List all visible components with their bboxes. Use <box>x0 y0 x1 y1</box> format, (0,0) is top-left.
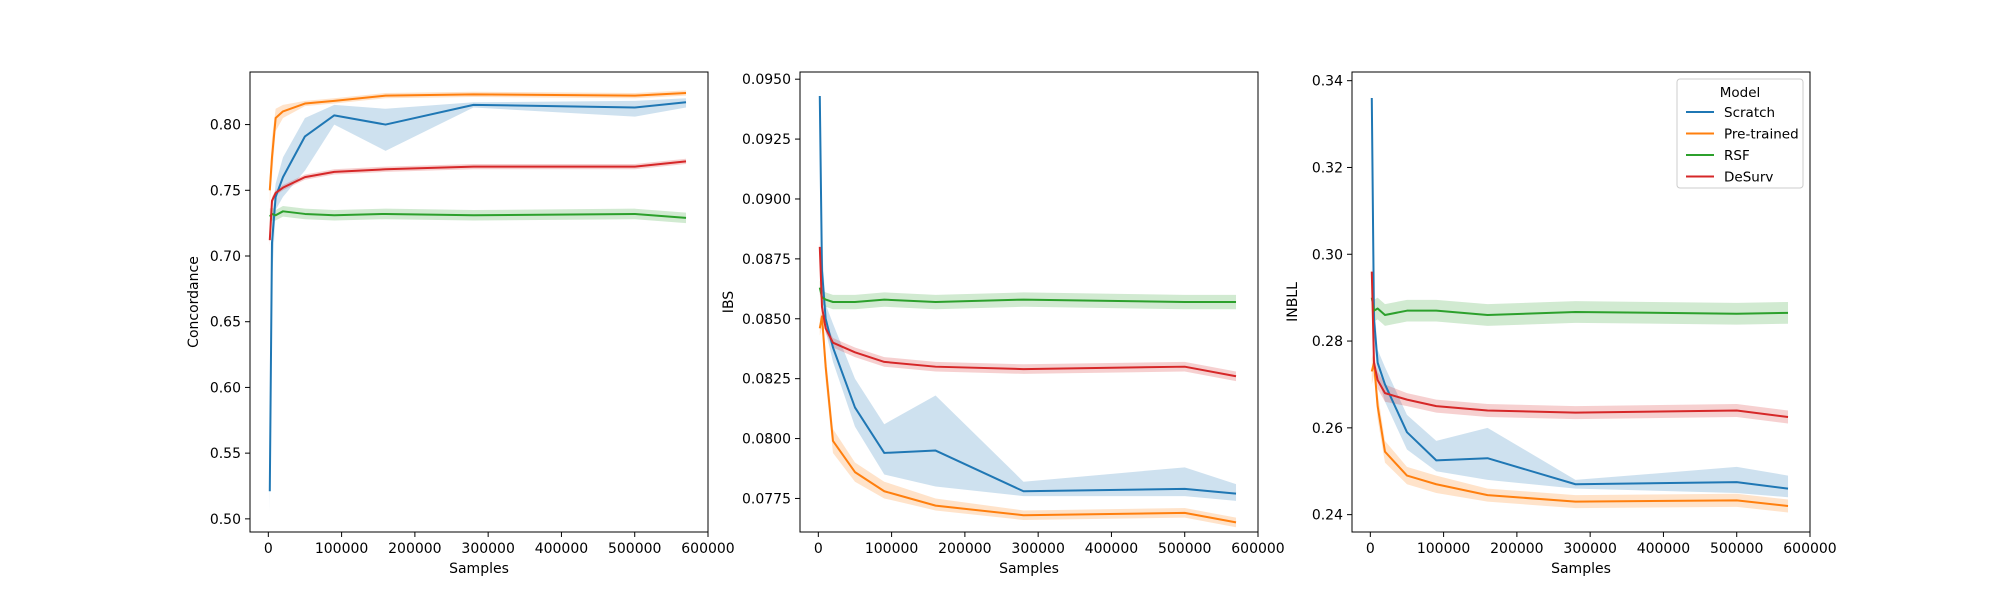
x-tick-label: 500000 <box>1710 541 1763 557</box>
x-tick-label: 400000 <box>1637 541 1690 557</box>
y-tick-label: 0.26 <box>1312 421 1343 437</box>
y-tick-label: 0.34 <box>1312 74 1343 90</box>
y-axis-title: Concordance <box>186 256 202 348</box>
y-tick-label: 0.60 <box>210 380 241 396</box>
band-desurv <box>819 239 1237 382</box>
x-tick-label: 100000 <box>315 541 368 557</box>
legend: Model Scratch Pre-trained RSF DeSurv <box>1676 78 1804 189</box>
y-tick-label: 0.0800 <box>742 432 791 448</box>
line-pre-trained <box>818 315 1237 524</box>
y-axis-title: INBLL <box>1285 282 1301 322</box>
x-tick-label: 500000 <box>1158 541 1211 557</box>
x-tick-label: 0 <box>814 541 823 557</box>
line-rsf <box>1370 297 1789 317</box>
x-tick-label: 300000 <box>461 541 514 557</box>
x-tick-label: 200000 <box>938 541 991 557</box>
axes-frame <box>1351 71 1811 533</box>
x-axis-title: Samples <box>999 561 1059 577</box>
y-tick-label: 0.0900 <box>742 192 791 208</box>
line-scratch <box>818 95 1237 495</box>
x-axis-title: Samples <box>449 561 509 577</box>
x-tick-label: 200000 <box>388 541 441 557</box>
y-tick-label: 0.0775 <box>742 491 791 507</box>
line-desurv <box>268 160 687 241</box>
y-tick-label: 0.30 <box>1312 247 1343 263</box>
y-tick-label: 0.0950 <box>742 72 791 88</box>
x-axis-title: Samples <box>1551 561 1611 577</box>
y-tick-label: 0.0925 <box>742 132 791 148</box>
y-tick-label: 0.0850 <box>742 312 791 328</box>
y-tick-label: 0.65 <box>210 315 241 331</box>
x-tick-label: 500000 <box>608 541 661 557</box>
x-tick-label: 600000 <box>1783 541 1836 557</box>
legend-title: Model <box>1720 85 1761 101</box>
axes-frame <box>249 71 709 533</box>
legend-label-rsf: RSF <box>1724 148 1750 164</box>
x-tick-label: 600000 <box>1231 541 1284 557</box>
y-tick-label: 0.24 <box>1312 508 1343 524</box>
y-tick-label: 0.28 <box>1312 334 1343 350</box>
legend-box <box>1676 78 1804 189</box>
legend-label-desurv: DeSurv <box>1724 170 1773 186</box>
x-tick-label: 300000 <box>1563 541 1616 557</box>
band-desurv <box>269 158 687 246</box>
y-tick-label: 0.75 <box>210 183 241 199</box>
ibs-panel: 0 100000 200000 300000 400000 500000 600000 0.0… <box>721 71 1285 577</box>
band-rsf <box>1371 284 1789 326</box>
band-pre-trained <box>269 90 687 204</box>
band-pre-trained <box>1371 349 1789 513</box>
band-scratch <box>269 98 687 513</box>
legend-label-pre-trained: Pre-trained <box>1724 127 1799 143</box>
line-desurv <box>818 246 1237 378</box>
line-desurv <box>1370 271 1789 418</box>
x-tick-label: 600000 <box>681 541 734 557</box>
line-rsf <box>269 210 687 219</box>
line-pre-trained <box>1370 361 1789 507</box>
line-rsf <box>818 287 1237 303</box>
axes-frame <box>799 71 1259 533</box>
x-tick-label: 400000 <box>535 541 588 557</box>
y-axis-title: IBS <box>721 291 737 313</box>
y-tick-label: 0.80 <box>210 118 241 134</box>
x-tick-label: 200000 <box>1490 541 1543 557</box>
x-tick-label: 100000 <box>1417 541 1470 557</box>
x-tick-label: 400000 <box>1085 541 1138 557</box>
plot-area <box>1370 93 1789 513</box>
x-tick-label: 300000 <box>1011 541 1064 557</box>
line-scratch <box>1370 98 1789 490</box>
inbll-panel: 0 100000 200000 300000 400000 500000 600000 0.2… <box>1285 71 1837 577</box>
y-tick-label: 0.0875 <box>742 252 791 268</box>
y-tick-label: 0.0825 <box>742 372 791 388</box>
concordance-panel: 0 100000 200000 300000 400000 500000 600000 0.5… <box>186 71 735 577</box>
plot-area <box>268 90 687 513</box>
x-tick-label: 0 <box>1366 541 1375 557</box>
y-tick-label: 0.32 <box>1312 160 1343 176</box>
y-tick-label: 0.55 <box>210 446 241 462</box>
legend-label-scratch: Scratch <box>1724 105 1775 121</box>
y-tick-label: 0.70 <box>210 249 241 265</box>
x-tick-label: 0 <box>264 541 273 557</box>
line-pre-trained <box>268 92 687 191</box>
x-tick-label: 100000 <box>865 541 918 557</box>
plot-area <box>818 88 1237 528</box>
y-tick-label: 0.50 <box>210 512 241 528</box>
line-scratch <box>268 101 687 492</box>
band-desurv <box>1371 262 1789 424</box>
band-rsf <box>819 280 1237 310</box>
